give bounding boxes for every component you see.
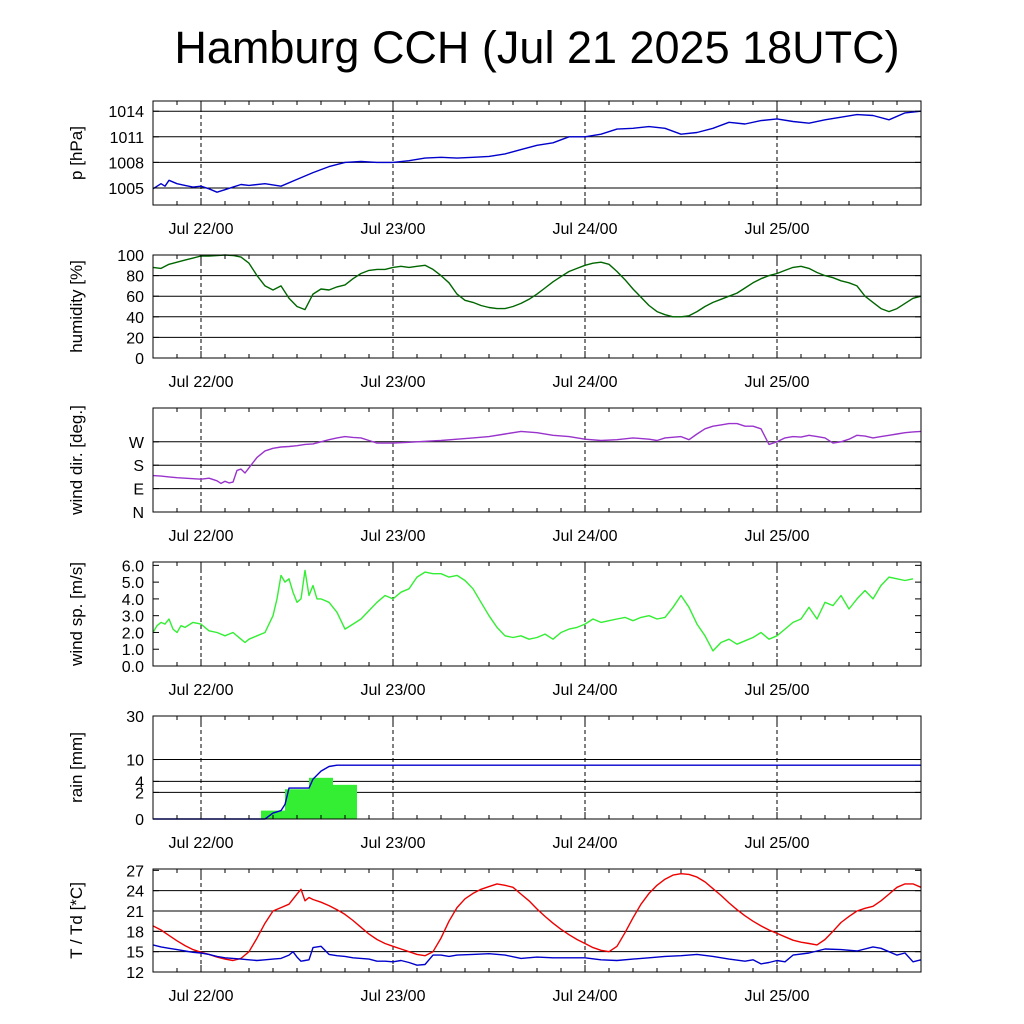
y-tick-label: E [133, 482, 144, 499]
panel-frame [152, 715, 922, 820]
x-tick-label: Jul 24/00 [553, 835, 618, 852]
y-tick-label: 3.0 [122, 609, 144, 626]
x-tick-label: Jul 25/00 [745, 221, 810, 238]
y-tick-label: 2.0 [122, 625, 144, 642]
y-tick-label: 15 [126, 945, 144, 962]
y-axis-label: humidity [%] [67, 260, 86, 353]
y-tick-label: 12 [126, 965, 144, 982]
y-tick-label: 24 [126, 884, 144, 901]
y-tick-label: 21 [126, 904, 144, 921]
x-tick-label: Jul 25/00 [745, 988, 810, 1005]
x-tick-label: Jul 22/00 [169, 374, 234, 391]
panel-frame [152, 100, 922, 206]
x-tick-label: Jul 24/00 [553, 682, 618, 699]
x-tick-label: Jul 22/00 [169, 682, 234, 699]
panel-frame [152, 407, 922, 513]
panel-temperature: 12 15 18 21 24 27 Jul 22/00 Jul 23/00 Jul 24/00 J… [67, 863, 922, 1005]
y-axis-label: rain [mm] [67, 732, 86, 803]
rain-bar [261, 810, 285, 819]
x-tick-label: Jul 25/00 [745, 528, 810, 545]
y-tick-label: 60 [126, 289, 144, 306]
temperature-series-line [152, 873, 922, 962]
rain-bar [309, 777, 333, 819]
panel-wind_speed: 0.01.02.03.04.05.06.0 Jul 22/00 Jul 23/00 J… [67, 558, 922, 699]
y-tick-label: 0 [135, 351, 144, 368]
y-tick-label: 1005 [108, 181, 144, 198]
rain-bar [333, 784, 357, 819]
x-tick-label: Jul 23/00 [361, 835, 426, 852]
x-tick-label: Jul 23/00 [361, 682, 426, 699]
rain-series-line [153, 764, 921, 820]
x-tick-label: Jul 24/00 [553, 988, 618, 1005]
x-tick-label: Jul 23/00 [361, 528, 426, 545]
x-tick-label: Jul 24/00 [553, 528, 618, 545]
y-axis-label: wind dir. [deg.] [67, 405, 86, 516]
wind_dir-series-line [152, 422, 922, 485]
x-tick-label: Jul 24/00 [553, 221, 618, 238]
x-tick-label: Jul 22/00 [169, 528, 234, 545]
x-tick-label: Jul 25/00 [745, 835, 810, 852]
y-tick-label: 1.0 [122, 642, 144, 659]
y-axis-label: p [hPa] [67, 126, 86, 180]
x-tick-label: Jul 23/00 [361, 221, 426, 238]
y-tick-label: 100 [117, 248, 144, 265]
x-tick-label: Jul 22/00 [169, 988, 234, 1005]
x-tick-label: Jul 25/00 [745, 374, 810, 391]
panel-pressure: 1005 1008 1011 1014 Jul 22/00 Jul 23/00 Jul 24… [67, 100, 922, 238]
y-tick-label: 1014 [108, 104, 144, 121]
wind_speed-series-line [152, 569, 914, 652]
y-axis-label: T / Td [*C] [67, 882, 86, 959]
x-tick-label: Jul 22/00 [169, 835, 234, 852]
panel-frame [152, 254, 922, 359]
y-tick-label: 0 [135, 812, 144, 829]
y-tick-label: N [132, 505, 144, 522]
temperature-series-line [152, 944, 922, 966]
panel-humidity: 0 20 40 60 80 100 Jul 22/00 Jul 23/00 Jul 24/00 J… [67, 248, 922, 391]
y-tick-label: 6.0 [122, 558, 144, 575]
x-tick-label: Jul 25/00 [745, 682, 810, 699]
x-tick-label: Jul 23/00 [361, 988, 426, 1005]
pressure-series-line [152, 110, 922, 193]
y-tick-label: W [129, 435, 145, 452]
y-tick-label: 80 [126, 269, 144, 286]
humidity-series-line [152, 254, 922, 318]
y-tick-label: 27 [126, 863, 144, 880]
x-tick-label: Jul 24/00 [553, 374, 618, 391]
x-tick-label: Jul 22/00 [169, 221, 234, 238]
y-tick-label: 10 [126, 753, 144, 770]
rain-bar [285, 789, 309, 819]
y-tick-label: 1008 [108, 155, 144, 172]
y-tick-label: 20 [126, 330, 144, 347]
y-tick-label: 1011 [110, 130, 145, 147]
y-tick-label: 0.0 [122, 659, 144, 676]
y-tick-label: S [133, 458, 144, 475]
panel-frame [152, 561, 922, 667]
y-tick-label: 5.0 [122, 575, 144, 592]
y-tick-label: 40 [126, 310, 144, 327]
y-tick-label: 2 [135, 785, 144, 802]
y-tick-label: 4 [135, 774, 144, 791]
y-tick-label: 30 [126, 709, 144, 726]
chart-title: Hamburg CCH (Jul 21 2025 18UTC) [174, 22, 900, 73]
x-tick-label: Jul 23/00 [361, 374, 426, 391]
y-tick-label: 18 [126, 924, 144, 941]
panel-rain: 0 24 10 30 Jul 22/00 Jul 23/00 Jul 24/00 Jul 25… [67, 709, 922, 852]
y-tick-label: 4.0 [122, 592, 144, 609]
y-axis-label: wind sp. [m/s] [67, 562, 86, 667]
